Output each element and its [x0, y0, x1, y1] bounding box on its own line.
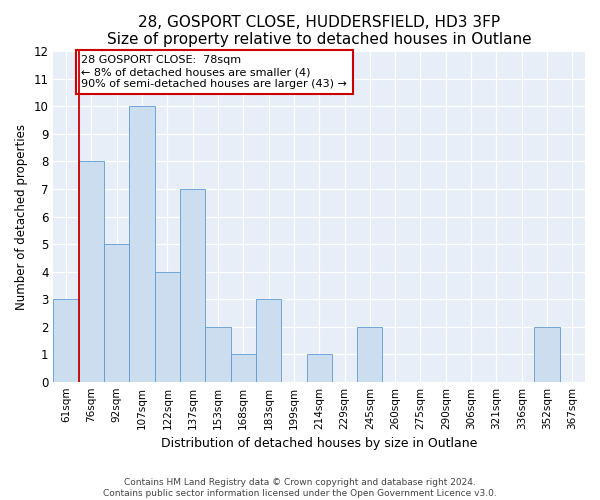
Bar: [357, 326, 382, 382]
Title: 28, GOSPORT CLOSE, HUDDERSFIELD, HD3 3FP
Size of property relative to detached h: 28, GOSPORT CLOSE, HUDDERSFIELD, HD3 3FP…: [107, 15, 532, 48]
Y-axis label: Number of detached properties: Number of detached properties: [15, 124, 28, 310]
Bar: [53, 299, 79, 382]
Bar: [205, 326, 230, 382]
Bar: [155, 272, 180, 382]
Bar: [79, 162, 104, 382]
Text: Contains HM Land Registry data © Crown copyright and database right 2024.
Contai: Contains HM Land Registry data © Crown c…: [103, 478, 497, 498]
Bar: [104, 244, 130, 382]
Bar: [180, 189, 205, 382]
Text: 28 GOSPORT CLOSE:  78sqm
← 8% of detached houses are smaller (4)
90% of semi-det: 28 GOSPORT CLOSE: 78sqm ← 8% of detached…: [81, 56, 347, 88]
Bar: [130, 106, 155, 382]
Bar: [256, 299, 281, 382]
Bar: [230, 354, 256, 382]
Bar: [307, 354, 332, 382]
Bar: [535, 326, 560, 382]
X-axis label: Distribution of detached houses by size in Outlane: Distribution of detached houses by size …: [161, 437, 478, 450]
